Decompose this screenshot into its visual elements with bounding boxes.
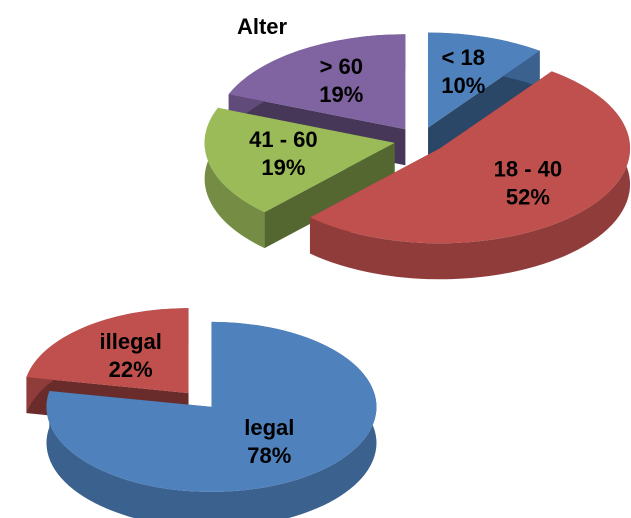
slice [26, 308, 189, 394]
slice-label: 41 - 60 [249, 127, 318, 152]
slice [428, 32, 540, 128]
slice: 18 - 40 52% [309, 71, 631, 280]
slice-value-label: 10% [441, 73, 485, 98]
slice [46, 321, 377, 492]
slice-label: illegal [100, 329, 162, 354]
slice-value-label: 19% [319, 82, 363, 107]
slice-label: < 18 [442, 45, 485, 70]
slice-side [264, 142, 395, 249]
slice-value-label: 22% [109, 357, 153, 382]
slice [228, 34, 406, 130]
slice-label: 18 - 40 [494, 156, 563, 181]
slice [204, 107, 395, 213]
slice-value-label: 19% [261, 155, 305, 180]
slice: 41 - 60 19% [204, 107, 395, 249]
slice-side [428, 50, 540, 164]
slice-label: > 60 [320, 54, 363, 79]
slice: legal 78% [46, 321, 377, 518]
slice-side [204, 107, 265, 249]
slice-value-label: 78% [247, 443, 291, 468]
slice [309, 71, 631, 244]
slice: < 18 10% [428, 32, 540, 164]
slice-label: legal [244, 415, 294, 440]
slice-value-label: 52% [506, 184, 550, 209]
chart-title: Alter [237, 14, 288, 39]
slice-side [309, 71, 631, 280]
